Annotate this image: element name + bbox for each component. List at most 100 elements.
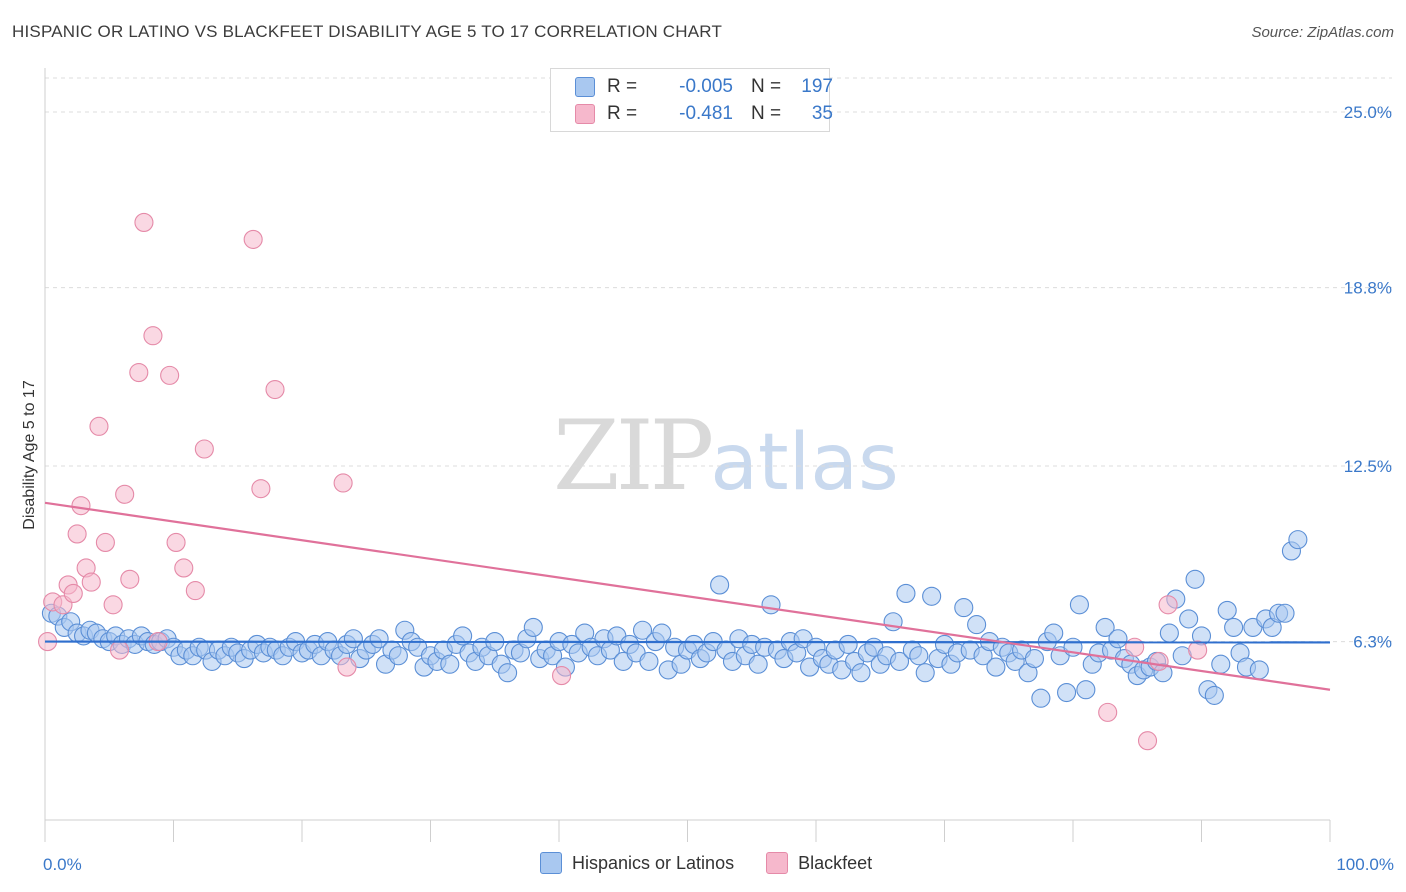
- data-point: [1031, 688, 1051, 708]
- data-point: [1224, 617, 1244, 637]
- y-tick-label: 12.5%: [1344, 457, 1392, 476]
- data-point: [896, 583, 916, 603]
- data-point: [498, 663, 518, 683]
- data-point: [889, 651, 910, 671]
- legend-row-blackfeet: R = -0.481 N = 35: [575, 101, 833, 127]
- legend-n-value: 197: [801, 76, 833, 97]
- series-legend: Hispanics or Latinos Blackfeet: [540, 852, 904, 874]
- data-point: [63, 583, 83, 603]
- x-tick-label-max: 100.0%: [1336, 855, 1394, 874]
- data-point: [1137, 731, 1158, 751]
- series-label-hispanics: Hispanics or Latinos: [572, 852, 735, 873]
- data-point: [1275, 603, 1295, 623]
- series-label-blackfeet: Blackfeet: [798, 852, 873, 873]
- y-tick-label: 6.3%: [1353, 633, 1392, 652]
- data-point: [81, 572, 101, 592]
- data-point: [129, 362, 149, 383]
- data-point: [369, 629, 389, 649]
- correlation-legend: R = -0.005 N = 197 R = -0.481 N = 35: [550, 68, 833, 132]
- data-point: [922, 586, 942, 606]
- legend-n-label: N =: [751, 76, 782, 97]
- trend-line: [44, 640, 1331, 644]
- chart-source: Source: ZipAtlas.com: [1251, 24, 1394, 41]
- trend-lines: [44, 501, 1331, 691]
- data-point: [1125, 637, 1145, 657]
- data-point: [909, 646, 929, 666]
- data-points: [38, 212, 1308, 751]
- data-point: [1188, 640, 1208, 660]
- data-point: [337, 657, 357, 677]
- data-point: [1185, 569, 1205, 589]
- watermark-zip: ZIP: [553, 400, 714, 512]
- data-point: [1149, 651, 1169, 671]
- data-point: [115, 484, 135, 504]
- data-point: [1108, 629, 1128, 649]
- trend-line: [44, 501, 1331, 691]
- y-tick-label: 25.0%: [1344, 103, 1392, 122]
- data-point: [388, 646, 408, 666]
- tick-labels: 6.3% 12.5% 18.8% 25.0% 0.0% 100.0%: [43, 103, 1394, 874]
- x-tick-label-min: 0.0%: [43, 855, 82, 874]
- chart-title: HISPANIC OR LATINO VS BLACKFEET DISABILI…: [12, 22, 723, 41]
- legend-r-label: R =: [607, 76, 638, 97]
- data-point: [1024, 649, 1044, 669]
- data-point: [967, 615, 987, 635]
- data-point: [838, 634, 858, 654]
- data-point: [639, 651, 659, 671]
- data-point: [120, 569, 140, 589]
- data-point: [453, 626, 473, 646]
- data-point: [1159, 623, 1179, 643]
- series-hispanics: [41, 530, 1308, 708]
- legend-swatch-hispanics: [575, 77, 595, 97]
- data-point: [251, 479, 271, 499]
- series-legend-hispanics[interactable]: Hispanics or Latinos: [540, 852, 734, 874]
- data-point: [71, 496, 91, 516]
- data-point: [1211, 654, 1231, 674]
- data-point: [851, 663, 871, 683]
- y-tick-label: 18.8%: [1344, 279, 1392, 298]
- data-point: [109, 640, 130, 660]
- data-point: [185, 581, 205, 601]
- data-point: [166, 532, 186, 553]
- legend-row-hispanics: R = -0.005 N = 197: [575, 74, 833, 100]
- data-point: [1044, 623, 1064, 643]
- data-point: [1288, 530, 1308, 550]
- data-point: [333, 473, 353, 493]
- data-point: [194, 439, 214, 459]
- data-point: [710, 575, 730, 595]
- data-point: [1217, 600, 1237, 620]
- gridlines: [45, 77, 1392, 643]
- data-point: [1098, 702, 1118, 722]
- data-point: [632, 620, 653, 640]
- data-point: [134, 212, 154, 232]
- data-point: [915, 663, 935, 683]
- data-point: [95, 532, 115, 553]
- data-point: [986, 657, 1006, 677]
- data-point: [761, 595, 781, 615]
- series-swatch-hispanics: [540, 852, 562, 874]
- data-point: [748, 654, 768, 674]
- data-point: [652, 623, 672, 643]
- data-point: [1204, 685, 1224, 705]
- watermark: ZIPatlas: [553, 400, 899, 512]
- legend-r-label: R =: [607, 103, 638, 124]
- series-legend-blackfeet[interactable]: Blackfeet: [766, 852, 872, 874]
- y-axis-label: Disability Age 5 to 17: [21, 380, 38, 530]
- data-point: [103, 595, 123, 615]
- data-point: [1249, 660, 1269, 680]
- legend-n-label: N =: [751, 103, 782, 124]
- watermark-atlas: atlas: [710, 418, 899, 508]
- data-point: [523, 617, 543, 637]
- data-point: [1179, 609, 1199, 629]
- data-point: [954, 598, 974, 618]
- data-point: [143, 326, 163, 346]
- data-point: [343, 629, 363, 649]
- data-point: [552, 666, 572, 686]
- data-point: [440, 654, 460, 674]
- data-point: [1069, 595, 1089, 615]
- data-point: [1158, 595, 1178, 615]
- axes: [44, 68, 1331, 842]
- data-point: [1057, 683, 1077, 703]
- data-point: [160, 365, 180, 385]
